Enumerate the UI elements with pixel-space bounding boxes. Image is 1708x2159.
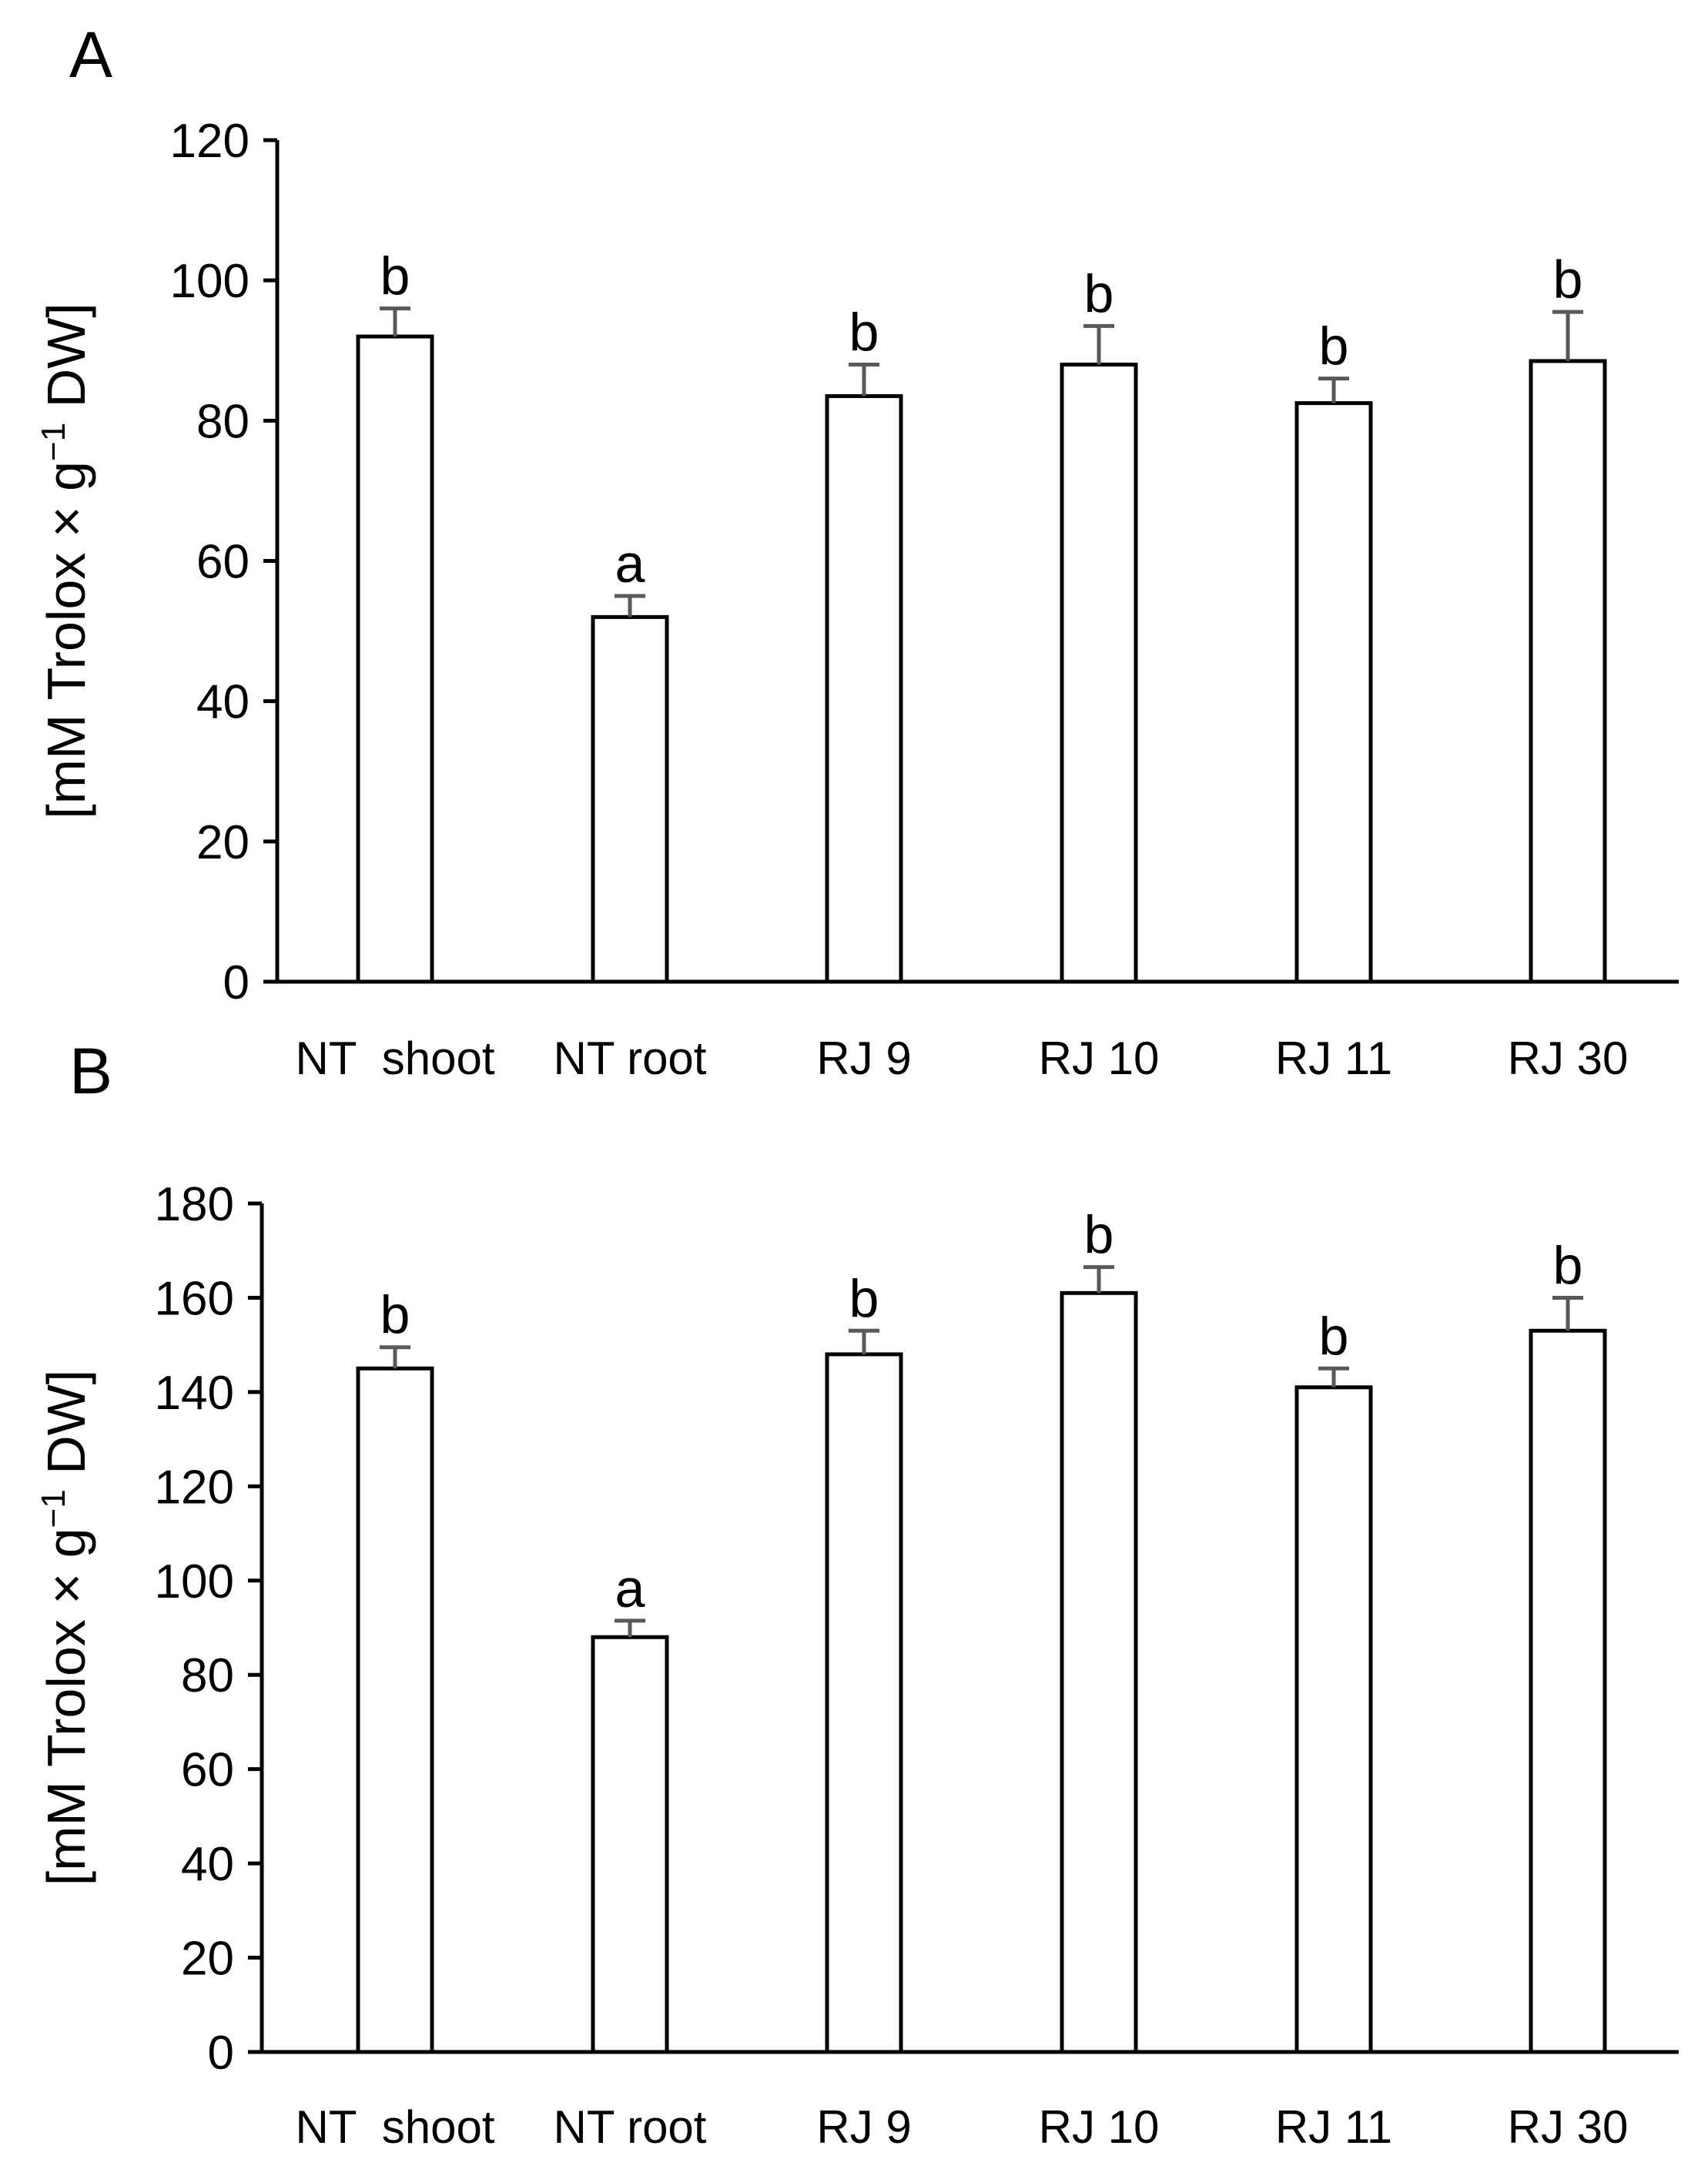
bar xyxy=(825,1352,903,2054)
significance-letter: b xyxy=(1319,316,1349,377)
significance-letter: b xyxy=(1319,1306,1349,1366)
y-tick-label: 20 xyxy=(196,816,250,869)
y-tick-label: 60 xyxy=(181,1744,234,1797)
y-tick-label: 60 xyxy=(196,536,250,589)
y-axis-label: [mM Trolox × g−1 DW] xyxy=(35,1370,96,1886)
significance-letter: b xyxy=(380,1285,410,1345)
y-tick-label: 120 xyxy=(155,1461,234,1514)
y-axis-label-superscript: −1 xyxy=(35,1489,72,1528)
category-label: RJ 9 xyxy=(816,2101,911,2153)
y-tick-label: 40 xyxy=(196,676,250,729)
y-tick-label: 160 xyxy=(155,1272,234,1325)
bar xyxy=(1294,401,1373,984)
category-label: RJ 30 xyxy=(1508,1033,1629,1084)
category-label: RJ 10 xyxy=(1039,2101,1160,2153)
y-tick-label: 100 xyxy=(155,1555,234,1608)
bar xyxy=(591,614,669,984)
panel-b: B 0 20 40 60 80 100 120 140 160 180 b NT shoot a NT ro… xyxy=(35,1035,1679,2153)
y-tick-label: 0 xyxy=(223,956,250,1009)
category-label: RJ 11 xyxy=(1275,2101,1392,2153)
category-label: RJ 30 xyxy=(1508,2101,1629,2153)
bar xyxy=(356,1366,434,2054)
significance-letter: b xyxy=(1084,1205,1114,1265)
y-tick-label: 40 xyxy=(181,1838,234,1891)
y-axis-label-superscript: −1 xyxy=(35,423,72,461)
y-tick-label: 140 xyxy=(155,1367,234,1420)
y-tick-label: 120 xyxy=(170,115,250,168)
bar xyxy=(1060,1290,1138,2054)
bar xyxy=(1294,1385,1373,2054)
y-tick-label: 100 xyxy=(170,255,250,308)
significance-letter: b xyxy=(849,302,879,362)
category-label: RJ 9 xyxy=(816,1033,911,1084)
significance-letter: b xyxy=(849,1268,879,1328)
y-axis-label: [mM Trolox × g−1 DW] xyxy=(35,303,96,819)
bar xyxy=(1060,362,1138,984)
y-axis-label-unit: DW] xyxy=(36,303,96,423)
bar xyxy=(825,393,903,984)
significance-letter: b xyxy=(380,246,410,306)
y-axis-label-unit: DW] xyxy=(36,1370,96,1490)
y-tick-label: 80 xyxy=(196,395,250,448)
y-tick-label: 180 xyxy=(155,1178,234,1231)
category-label: NT root xyxy=(554,1033,707,1084)
category-label: NT root xyxy=(554,2101,707,2153)
significance-letter: b xyxy=(1553,249,1583,310)
category-label: NT shoot xyxy=(295,1033,494,1084)
panel-letter: A xyxy=(69,18,112,91)
bar xyxy=(356,334,434,984)
category-label: RJ 11 xyxy=(1275,1033,1392,1084)
y-tick-label: 0 xyxy=(208,2027,234,2080)
panel-a: A 0 20 40 60 80 100 120 b NT shoot a NT root b RJ 9 b R… xyxy=(35,18,1679,1084)
significance-letter: b xyxy=(1084,263,1114,323)
bar xyxy=(591,1635,669,2054)
y-axis-label-main: [mM Trolox × g xyxy=(36,461,96,819)
y-tick-label: 20 xyxy=(181,1933,234,1986)
bar xyxy=(1529,1328,1607,2054)
y-axis-label-main: [mM Trolox × g xyxy=(36,1528,96,1886)
significance-letter: a xyxy=(615,534,645,594)
category-label: RJ 10 xyxy=(1039,1033,1160,1084)
panel-letter: B xyxy=(69,1035,112,1107)
significance-letter: a xyxy=(615,1558,645,1618)
y-tick-label: 80 xyxy=(181,1649,234,1702)
bar xyxy=(1529,359,1607,984)
category-label: NT shoot xyxy=(295,2101,494,2153)
significance-letter: b xyxy=(1553,1235,1583,1295)
